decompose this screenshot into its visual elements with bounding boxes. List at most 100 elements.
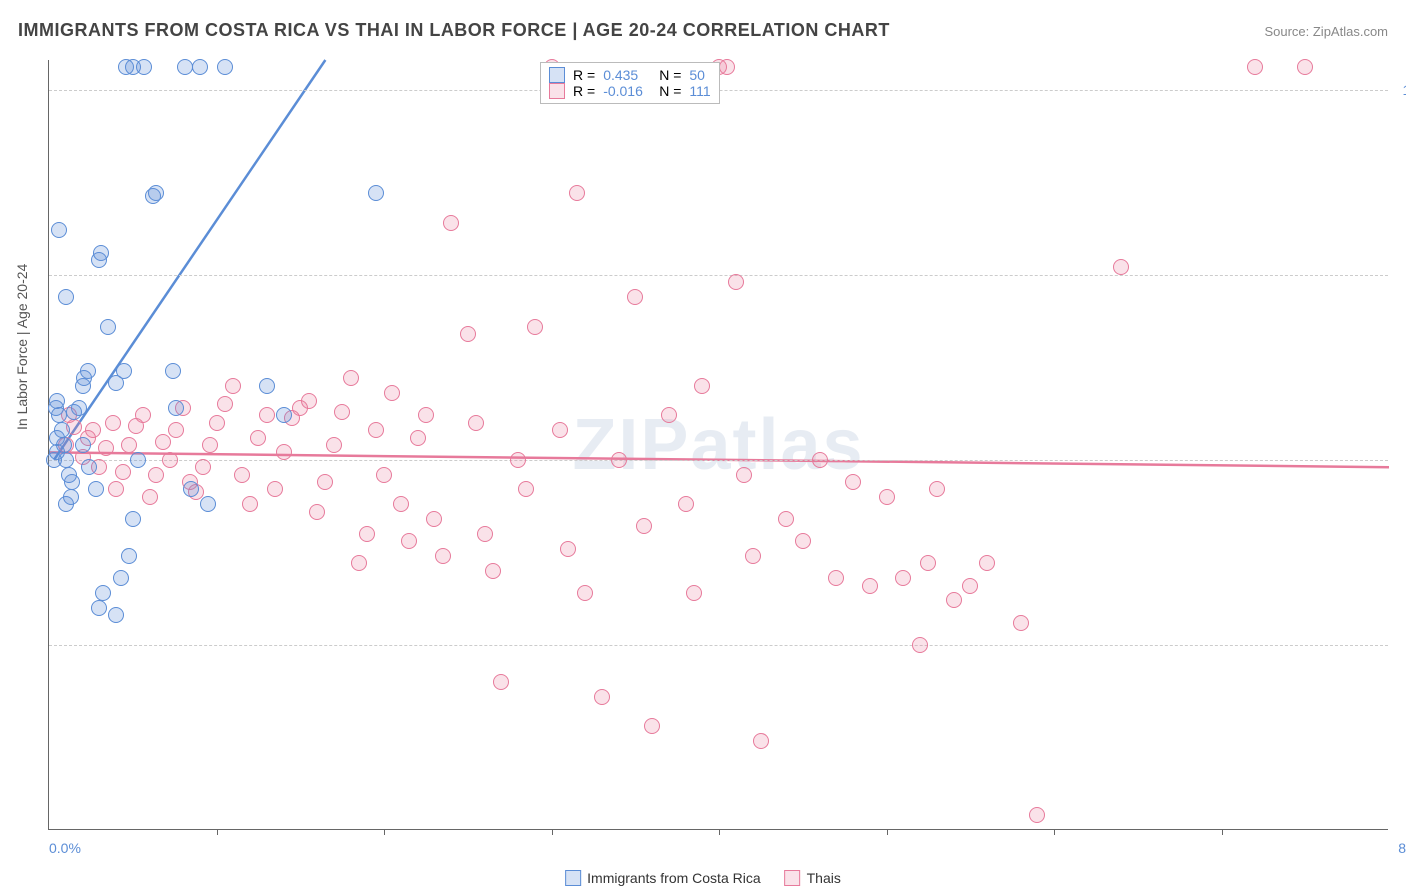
data-point-pink bbox=[728, 274, 744, 290]
data-point-pink bbox=[351, 555, 367, 571]
x-tick-label: 0.0% bbox=[49, 840, 81, 856]
r-label: R = bbox=[573, 83, 595, 99]
regression-lines bbox=[49, 60, 1388, 829]
data-point-pink bbox=[334, 404, 350, 420]
gridline bbox=[49, 275, 1388, 276]
data-point-pink bbox=[468, 415, 484, 431]
r-label: R = bbox=[573, 67, 595, 83]
data-point-pink bbox=[1297, 59, 1313, 75]
data-point-pink bbox=[376, 467, 392, 483]
data-point-pink bbox=[105, 415, 121, 431]
x-tick bbox=[719, 829, 720, 835]
data-point-pink bbox=[393, 496, 409, 512]
data-point-pink bbox=[753, 733, 769, 749]
series-legend: Immigrants from Costa Rica Thais bbox=[565, 870, 841, 886]
data-point-blue bbox=[165, 363, 181, 379]
legend-swatch-blue bbox=[565, 870, 581, 886]
data-point-pink bbox=[929, 481, 945, 497]
data-point-pink bbox=[560, 541, 576, 557]
gridline bbox=[49, 645, 1388, 646]
data-point-blue bbox=[63, 489, 79, 505]
data-point-pink bbox=[234, 467, 250, 483]
data-point-pink bbox=[108, 481, 124, 497]
data-point-pink bbox=[736, 467, 752, 483]
data-point-pink bbox=[202, 437, 218, 453]
data-point-pink bbox=[309, 504, 325, 520]
data-point-blue bbox=[49, 393, 65, 409]
data-point-pink bbox=[148, 467, 164, 483]
data-point-blue bbox=[217, 59, 233, 75]
data-point-pink bbox=[979, 555, 995, 571]
data-point-pink bbox=[267, 481, 283, 497]
data-point-pink bbox=[678, 496, 694, 512]
data-point-blue bbox=[183, 481, 199, 497]
data-point-blue bbox=[81, 459, 97, 475]
data-point-pink bbox=[577, 585, 593, 601]
data-point-pink bbox=[301, 393, 317, 409]
data-point-pink bbox=[121, 437, 137, 453]
data-point-blue bbox=[95, 585, 111, 601]
data-point-pink bbox=[426, 511, 442, 527]
data-point-blue bbox=[368, 185, 384, 201]
r-value-pink: -0.016 bbox=[603, 83, 651, 99]
data-point-blue bbox=[58, 452, 74, 468]
correlation-legend: R = 0.435 N = 50 R = -0.016 N = 111 bbox=[540, 62, 720, 104]
data-point-pink bbox=[1013, 615, 1029, 631]
source-label: Source: ZipAtlas.com bbox=[1264, 24, 1388, 39]
scatter-plot: ZIPatlas 62.5%75.0%87.5%100.0%0.0%80.0% bbox=[48, 60, 1388, 830]
legend-swatch-blue bbox=[549, 67, 565, 83]
data-point-pink bbox=[242, 496, 258, 512]
x-tick bbox=[1054, 829, 1055, 835]
data-point-pink bbox=[828, 570, 844, 586]
data-point-pink bbox=[644, 718, 660, 734]
legend-swatch-pink bbox=[549, 83, 565, 99]
data-point-blue bbox=[56, 437, 72, 453]
x-tick-label: 80.0% bbox=[1398, 840, 1406, 856]
data-point-pink bbox=[920, 555, 936, 571]
x-tick bbox=[1222, 829, 1223, 835]
data-point-pink bbox=[135, 407, 151, 423]
data-point-blue bbox=[125, 511, 141, 527]
data-point-pink bbox=[778, 511, 794, 527]
data-point-blue bbox=[130, 452, 146, 468]
data-point-pink bbox=[518, 481, 534, 497]
data-point-pink bbox=[686, 585, 702, 601]
data-point-pink bbox=[410, 430, 426, 446]
n-label: N = bbox=[659, 67, 681, 83]
data-point-pink bbox=[845, 474, 861, 490]
data-point-pink bbox=[627, 289, 643, 305]
data-point-blue bbox=[276, 407, 292, 423]
data-point-pink bbox=[162, 452, 178, 468]
data-point-pink bbox=[862, 578, 878, 594]
data-point-pink bbox=[812, 452, 828, 468]
data-point-pink bbox=[368, 422, 384, 438]
data-point-blue bbox=[88, 481, 104, 497]
data-point-pink bbox=[1113, 259, 1129, 275]
data-point-pink bbox=[636, 518, 652, 534]
data-point-blue bbox=[108, 607, 124, 623]
n-label: N = bbox=[659, 83, 681, 99]
data-point-pink bbox=[401, 533, 417, 549]
data-point-pink bbox=[719, 59, 735, 75]
data-point-pink bbox=[1029, 807, 1045, 823]
data-point-blue bbox=[168, 400, 184, 416]
data-point-blue bbox=[58, 289, 74, 305]
n-value-blue: 50 bbox=[689, 67, 705, 83]
data-point-blue bbox=[200, 496, 216, 512]
data-point-pink bbox=[745, 548, 761, 564]
data-point-pink bbox=[217, 396, 233, 412]
chart-title: IMMIGRANTS FROM COSTA RICA VS THAI IN LA… bbox=[18, 20, 890, 41]
y-tick-label: 87.5% bbox=[1394, 267, 1406, 283]
r-value-blue: 0.435 bbox=[603, 67, 651, 83]
data-point-blue bbox=[100, 319, 116, 335]
data-point-pink bbox=[115, 464, 131, 480]
data-point-blue bbox=[148, 185, 164, 201]
data-point-pink bbox=[493, 674, 509, 690]
data-point-pink bbox=[485, 563, 501, 579]
data-point-pink bbox=[510, 452, 526, 468]
data-point-pink bbox=[594, 689, 610, 705]
data-point-blue bbox=[116, 363, 132, 379]
data-point-pink bbox=[435, 548, 451, 564]
data-point-pink bbox=[569, 185, 585, 201]
gridline bbox=[49, 460, 1388, 461]
